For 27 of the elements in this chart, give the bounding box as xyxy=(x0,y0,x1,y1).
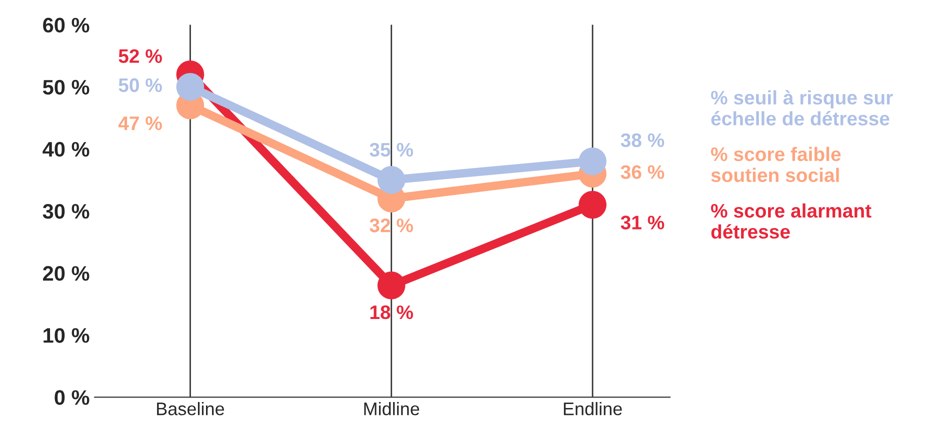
x-tick-label: Midline xyxy=(364,402,420,416)
point xyxy=(378,272,406,300)
data-label: 18 % xyxy=(370,305,414,320)
data-label: 38 % xyxy=(620,133,664,148)
y-tick-label: 0 % xyxy=(54,390,90,405)
x-tick-label: Endline xyxy=(564,402,622,416)
y-tick-label: 60 % xyxy=(43,18,90,33)
y-tick-label: 40 % xyxy=(42,142,90,157)
text: % score alarmant détresse xyxy=(711,203,872,239)
y-tick-label: 50 % xyxy=(42,80,90,95)
data-label: 50 % xyxy=(118,78,162,92)
point xyxy=(578,190,606,219)
data-label: 35 % xyxy=(370,142,414,157)
data-label: 52 % xyxy=(118,49,162,63)
point xyxy=(578,147,606,176)
data-label: 31 % xyxy=(620,216,664,230)
point xyxy=(378,166,406,194)
y-tick-label: 30 % xyxy=(42,204,90,219)
y-tick-label: 10 % xyxy=(44,328,90,343)
data-label: 32 % xyxy=(370,218,414,232)
data-label: 36 % xyxy=(620,165,664,179)
x-tick-label: Baseline xyxy=(157,402,224,416)
data-label: 47 % xyxy=(118,116,162,130)
point xyxy=(176,72,204,101)
text: % score faible soutien social xyxy=(711,146,841,182)
text: % seuil à risque sur échelle de détresse xyxy=(711,90,893,126)
y-tick-label: 20 % xyxy=(43,266,90,281)
